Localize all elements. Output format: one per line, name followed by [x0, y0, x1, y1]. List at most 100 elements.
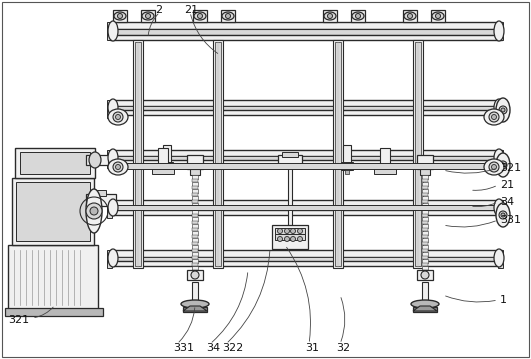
- Bar: [192, 238, 198, 242]
- Circle shape: [499, 161, 507, 169]
- Bar: [422, 186, 428, 189]
- Bar: [275, 228, 305, 234]
- Circle shape: [489, 162, 499, 172]
- Bar: [422, 242, 428, 245]
- Bar: [498, 250, 503, 268]
- Bar: [192, 193, 198, 196]
- Bar: [422, 235, 428, 238]
- Bar: [192, 214, 198, 217]
- Text: 21: 21: [500, 180, 514, 190]
- Bar: [113, 10, 127, 22]
- Ellipse shape: [496, 203, 510, 227]
- Bar: [415, 42, 421, 266]
- Bar: [272, 225, 308, 249]
- Circle shape: [285, 237, 289, 242]
- Circle shape: [489, 112, 499, 122]
- Bar: [107, 100, 112, 118]
- Bar: [110, 35, 502, 40]
- Ellipse shape: [89, 152, 101, 168]
- Circle shape: [198, 14, 202, 19]
- Ellipse shape: [411, 300, 439, 308]
- Bar: [417, 270, 433, 280]
- Circle shape: [297, 237, 303, 242]
- Bar: [422, 210, 428, 214]
- Bar: [413, 40, 423, 268]
- Bar: [112, 106, 500, 110]
- Circle shape: [499, 106, 507, 114]
- Ellipse shape: [352, 12, 364, 20]
- Ellipse shape: [108, 109, 128, 125]
- Bar: [192, 266, 198, 270]
- Bar: [422, 270, 428, 273]
- Bar: [422, 266, 428, 270]
- Bar: [422, 214, 428, 217]
- Bar: [278, 155, 302, 168]
- Text: 21: 21: [184, 5, 198, 15]
- Circle shape: [492, 164, 496, 169]
- Bar: [422, 228, 428, 231]
- Bar: [422, 179, 428, 182]
- Bar: [192, 242, 198, 245]
- Ellipse shape: [108, 199, 118, 216]
- Bar: [192, 182, 198, 186]
- Bar: [403, 10, 417, 22]
- Circle shape: [278, 237, 282, 242]
- Bar: [107, 200, 112, 218]
- Ellipse shape: [324, 12, 336, 20]
- Bar: [343, 145, 351, 170]
- Circle shape: [90, 207, 98, 215]
- Ellipse shape: [222, 12, 234, 20]
- Bar: [187, 155, 203, 169]
- Bar: [422, 245, 428, 249]
- Circle shape: [421, 271, 429, 279]
- Bar: [192, 186, 198, 189]
- Ellipse shape: [494, 149, 504, 166]
- Bar: [351, 10, 365, 22]
- Circle shape: [226, 14, 230, 19]
- Circle shape: [501, 213, 505, 217]
- Bar: [422, 175, 428, 179]
- Bar: [158, 148, 168, 173]
- Bar: [133, 40, 143, 268]
- Bar: [422, 207, 428, 210]
- Bar: [110, 210, 502, 215]
- Bar: [192, 282, 198, 300]
- Bar: [192, 231, 198, 235]
- Bar: [192, 259, 198, 263]
- Ellipse shape: [108, 159, 128, 175]
- Circle shape: [501, 108, 505, 112]
- Bar: [341, 162, 353, 170]
- Bar: [422, 259, 428, 263]
- Circle shape: [290, 237, 295, 242]
- Bar: [422, 256, 428, 259]
- Bar: [165, 170, 169, 174]
- Bar: [110, 160, 502, 165]
- Polygon shape: [183, 306, 207, 311]
- Bar: [422, 282, 428, 300]
- Bar: [275, 234, 305, 240]
- Bar: [192, 263, 198, 266]
- Bar: [135, 42, 141, 266]
- Bar: [187, 270, 203, 280]
- Bar: [192, 179, 198, 182]
- Bar: [192, 228, 198, 231]
- Bar: [192, 189, 198, 193]
- Bar: [192, 270, 198, 273]
- Bar: [422, 196, 428, 200]
- Bar: [422, 189, 428, 193]
- Text: 34: 34: [500, 197, 514, 207]
- Bar: [192, 221, 198, 224]
- Bar: [192, 249, 198, 252]
- Ellipse shape: [496, 98, 510, 122]
- Bar: [192, 203, 198, 207]
- Circle shape: [113, 112, 123, 122]
- Bar: [323, 10, 337, 22]
- Bar: [431, 10, 445, 22]
- Text: 331: 331: [500, 215, 521, 225]
- Bar: [422, 252, 428, 256]
- Bar: [110, 22, 502, 29]
- Bar: [110, 200, 502, 206]
- Bar: [8, 245, 98, 310]
- Bar: [422, 221, 428, 224]
- Bar: [422, 200, 428, 203]
